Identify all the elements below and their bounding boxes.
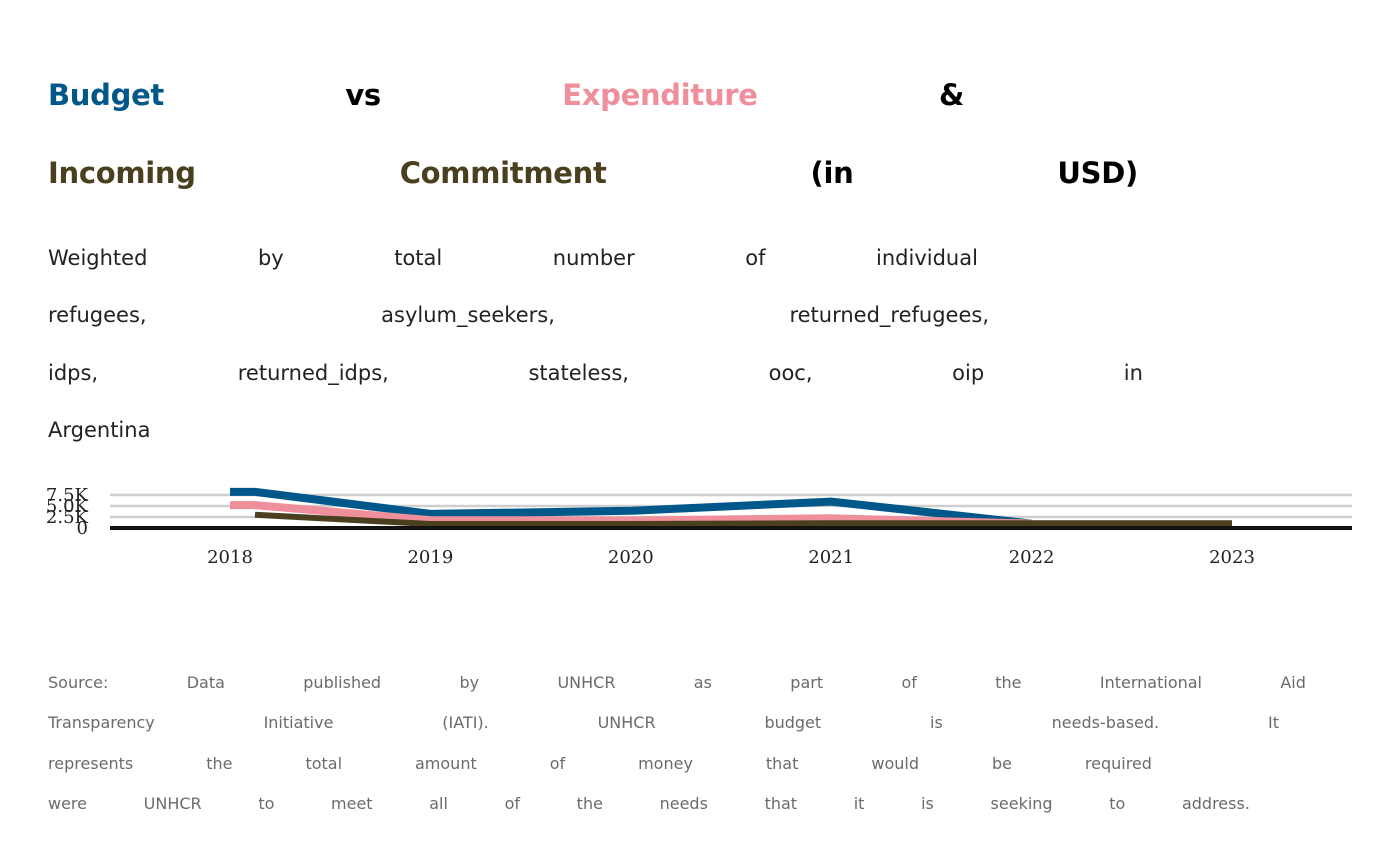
source-word: would [871,754,919,773]
source-word: It [1267,713,1279,732]
source-word: Data [186,673,225,692]
source-word: Aid [1280,673,1306,692]
source-word: it [853,794,865,813]
subtitle-word: of [745,246,766,270]
source-word: the [995,673,1022,692]
source-word: required [1084,754,1152,773]
source-line-1: Source: Data published by UNHCR as part of the In… [48,673,1306,692]
y-tick-label: 0 [77,518,88,539]
source-word: of [901,673,917,692]
title-word-incoming: Incoming [48,156,196,190]
source-word: that [765,754,799,773]
x-tick-label: 2018 [207,547,253,568]
x-tick-label: 2019 [407,547,453,568]
source-word: meet [331,794,373,813]
title-word-commitment: Commitment [399,156,607,190]
subtitle-word: in [1123,361,1143,385]
source-word: part [790,673,824,692]
source-word: of [504,794,521,813]
series-line [230,501,1032,528]
subtitle-line-1: Weighted by total number of individual [48,246,978,270]
chart-title-line-2: Incoming Commitment (in USD) [48,156,1138,190]
source-word: the [576,794,603,813]
subtitle-word: Argentina [48,418,151,442]
title-word-budget: Budget [48,78,164,112]
subtitle-line-2: refugees, asylum_seekers, returned_refugee… [48,303,989,327]
x-tick-label: 2020 [608,547,654,568]
source-word: needs-based. [1051,713,1160,732]
source-word: published [303,673,382,692]
line-chart: 02.5K5.0K7.5K 2018 2019 2020 2021 2022 2023 [46,485,1352,568]
source-word: by [459,673,480,692]
x-tick-label: 2023 [1209,547,1255,568]
source-word: International [1099,673,1202,692]
source-word: needs [659,794,708,813]
subtitle-word: individual [876,246,978,270]
series-line [254,511,1232,527]
source-word: is [930,713,943,732]
source-word: amount [415,754,477,773]
subtitle-word: asylum_seekers, [381,303,555,327]
source-word: all [429,794,448,813]
source-word: (IATI). [442,713,489,732]
subtitle-word: idps, [48,361,99,385]
subtitle-word: refugees, [48,303,147,327]
source-word: UNHCR [143,794,202,813]
source-word: Source: [48,673,109,692]
source-word: Transparency [48,713,155,732]
source-word: is [921,794,934,813]
subtitle-line-4: Argentina [48,418,248,442]
source-word: Initiative [263,713,334,732]
source-line-2: Transparency Initiative (IATI). UNHCR budget… [48,713,1279,732]
source-word: total [305,754,343,773]
subtitle-word: by [257,246,284,270]
y-tick-label: 5.0K [46,496,89,517]
source-word: as [693,673,712,692]
source-line-4: were UNHCR to meet all of the needs that it is seek… [48,794,1250,813]
subtitle-word: oip [952,361,985,385]
x-tick-label: 2022 [1009,547,1055,568]
title-word-in: (in [810,156,854,190]
title-word-ampersand: & [938,78,964,112]
source-word: represents [48,754,134,773]
title-word-usd: USD) [1057,156,1138,190]
source-word: budget [764,713,822,732]
source-word: address. [1181,794,1250,813]
title-word-vs: vs [345,78,381,112]
title-word-expenditure: Expenditure [562,78,758,112]
source-word: to [258,794,275,813]
subtitle-word: returned_idps, [237,361,389,385]
y-tick-label: 7.5K [46,485,89,506]
source-word: were [48,794,87,813]
source-word: UNHCR [557,673,616,692]
source-word: seeking [990,794,1053,813]
source-word: of [549,754,566,773]
subtitle-line-3: idps, returned_idps, stateless, ooc, oip in [48,361,1143,385]
subtitle-word: number [552,246,635,270]
source-line-3: represents the total amount of money that would… [48,754,1152,773]
source-word: that [764,794,798,813]
series-line [230,487,1033,528]
subtitle-word: ooc, [768,361,813,385]
x-tick-label: 2021 [808,547,854,568]
source-word: money [638,754,693,773]
source-word: the [206,754,233,773]
subtitle-word: Weighted [48,246,148,270]
chart-title-line-1: Budget vs Expenditure & [48,78,964,112]
source-word: to [1109,794,1126,813]
subtitle-word: stateless, [528,361,629,385]
subtitle-word: total [394,246,443,270]
source-word: be [991,754,1012,773]
subtitle-word: returned_refugees, [789,303,989,327]
y-tick-label: 2.5K [46,507,89,528]
source-word: UNHCR [597,713,656,732]
